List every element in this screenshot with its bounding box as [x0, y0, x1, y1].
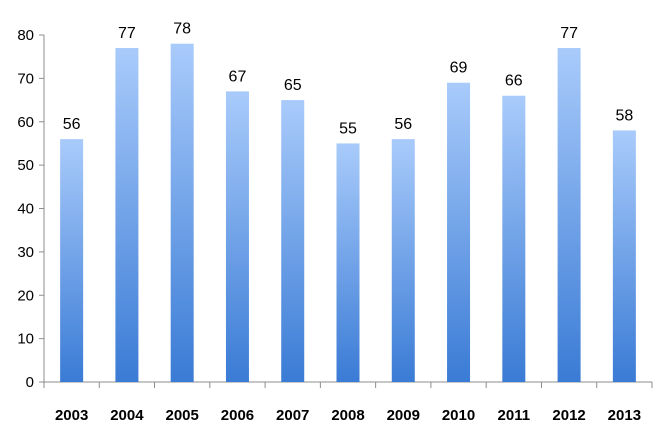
data-label-2010: 69: [450, 60, 468, 77]
x-tick-label-2012: 2012: [552, 407, 585, 424]
bar-2012: [557, 48, 581, 382]
data-label-2013: 58: [615, 107, 633, 124]
y-tick-label: 0: [26, 374, 34, 391]
x-tick-label-2013: 2013: [608, 407, 641, 424]
bar-2009: [391, 139, 415, 382]
bars: [60, 43, 636, 383]
y-tick-label: 70: [17, 70, 34, 87]
x-tick-label-2003: 2003: [55, 407, 88, 424]
y-tick-label: 10: [17, 331, 34, 348]
bar-2010: [447, 82, 471, 383]
y-axis: 0 10 20 30 40 50 60 70 80: [17, 27, 45, 391]
y-tick-label: 50: [17, 157, 34, 174]
y-tick-label: 20: [17, 287, 34, 304]
data-label-2003: 56: [63, 116, 81, 133]
bar-2013: [612, 130, 636, 382]
y-tick-label: 60: [17, 114, 34, 131]
x-tick-label-2010: 2010: [442, 407, 475, 424]
x-tick-label-2005: 2005: [165, 407, 198, 424]
x-tick-label-2007: 2007: [276, 407, 309, 424]
x-tick-label-2004: 2004: [110, 407, 144, 424]
data-label-2011: 66: [505, 73, 523, 90]
bar-2011: [502, 95, 526, 382]
x-tick-label-2008: 2008: [331, 407, 364, 424]
y-tick-label: 40: [17, 201, 34, 218]
x-tick-label-2011: 2011: [498, 407, 531, 424]
bar-2007: [281, 100, 305, 382]
data-label-2009: 56: [394, 116, 412, 133]
y-tick-label: 30: [17, 244, 34, 261]
bar-2005: [170, 43, 194, 383]
data-label-2006: 67: [229, 68, 247, 85]
bar-2004: [115, 48, 139, 382]
y-tick-label: 80: [17, 27, 34, 44]
x-tick-label-2009: 2009: [387, 407, 420, 424]
x-axis: 2003 2004 2005 2006 2007 2008 2009 2010 2011 2012…: [43, 381, 653, 424]
data-labels: 56 77 78 67 65 55 56 69 66 77 58: [63, 21, 634, 138]
data-label-2005: 78: [173, 21, 191, 38]
bar-2008: [336, 143, 360, 382]
data-label-2007: 65: [284, 77, 302, 94]
data-label-2012: 77: [560, 25, 578, 42]
bar-2003: [60, 139, 84, 382]
data-label-2008: 55: [339, 120, 357, 137]
bar-2006: [225, 91, 249, 382]
x-tick-label-2006: 2006: [221, 407, 254, 424]
data-label-2004: 77: [118, 25, 136, 42]
